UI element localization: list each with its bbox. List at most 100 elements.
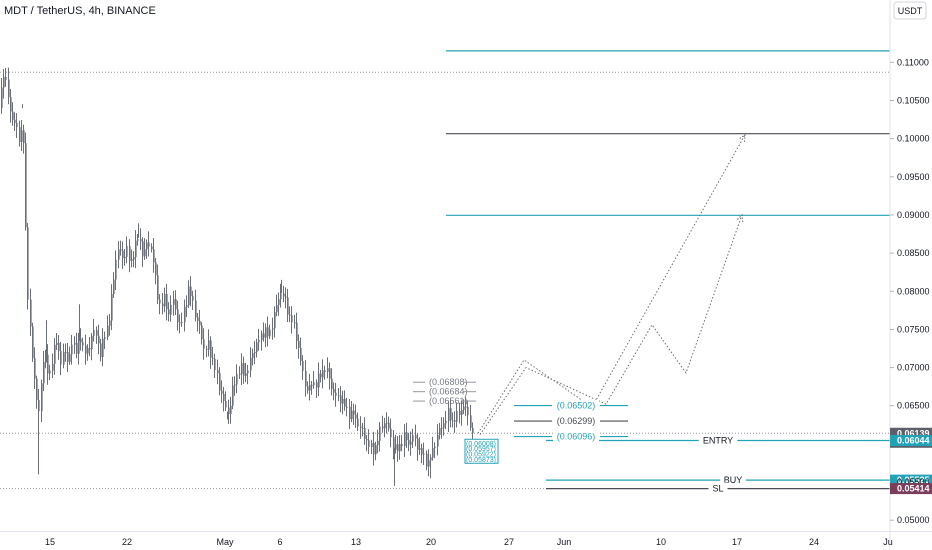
- level-label-bg: [720, 474, 746, 486]
- price-tick-label: 0.07500: [897, 324, 930, 334]
- candle-body: [256, 342, 258, 353]
- candle-body: [397, 444, 399, 452]
- candle-body: [201, 325, 203, 340]
- candle-body: [331, 378, 333, 389]
- candle-body: [307, 386, 309, 391]
- candle-body: [355, 414, 357, 419]
- candle-body: [175, 298, 177, 310]
- candle-body: [23, 130, 25, 144]
- candle-body: [415, 435, 417, 439]
- price-badges: 0.0613902:18:510.060440.055250.055000.05…: [890, 427, 932, 495]
- currency-label: USDT: [898, 6, 923, 16]
- candle-body: [60, 351, 62, 365]
- candle-body: [366, 439, 368, 441]
- candle-body: [305, 370, 307, 387]
- candle-body: [126, 246, 128, 257]
- candle-body: [276, 305, 278, 313]
- time-tick-label: 24: [809, 537, 819, 547]
- time-tick-label: 27: [504, 537, 514, 547]
- candle-body: [342, 398, 344, 404]
- candle-body: [258, 339, 260, 343]
- candle-body: [208, 340, 210, 350]
- currency-button-box[interactable]: [893, 1, 927, 20]
- fib-label-left: (0.06561): [429, 396, 468, 406]
- candle-body: [412, 435, 414, 442]
- candle-body: [452, 420, 454, 422]
- price-tick-label: 0.09000: [897, 210, 930, 220]
- projection-arrowhead: [736, 213, 744, 222]
- candle-body: [445, 420, 447, 424]
- price-badge-bg: [890, 483, 932, 495]
- candle-body: [195, 300, 197, 318]
- candle-body: [441, 427, 443, 429]
- level-label-sl: SL: [712, 484, 723, 494]
- time-tick-label: 17: [732, 537, 742, 547]
- candle-body: [410, 441, 412, 445]
- candle-body: [421, 448, 423, 455]
- candle-body: [16, 122, 18, 128]
- candle-body: [133, 257, 135, 260]
- candle-body: [311, 384, 313, 386]
- candle-body: [71, 344, 73, 355]
- candle-body: [129, 246, 131, 262]
- candle-body: [82, 342, 84, 346]
- candle-body: [261, 333, 263, 340]
- projection-paths[interactable]: [477, 133, 746, 436]
- candle-body: [87, 348, 89, 354]
- candle-body: [38, 399, 40, 412]
- candle-body: [76, 342, 78, 354]
- candle-body: [170, 304, 172, 315]
- candle-body: [291, 315, 293, 323]
- candle-body: [166, 293, 168, 310]
- candle-body: [52, 363, 54, 371]
- candle-body: [234, 384, 236, 386]
- candle-body: [316, 382, 318, 388]
- candle-body: [463, 406, 465, 410]
- candle-body: [41, 383, 43, 412]
- candle-body: [10, 97, 12, 112]
- fib-box-label: (0.06008): [466, 441, 496, 448]
- fib-label-mid: (0.06299): [557, 416, 596, 426]
- price-tick-label: 0.07000: [897, 363, 930, 373]
- candle-body: [417, 438, 419, 450]
- candle-body: [230, 405, 232, 415]
- candle-body: [58, 342, 60, 352]
- time-axis[interactable]: 15 22 May 6 13 20 27 Jun 10 17 24 Ju: [45, 537, 893, 547]
- candle-body: [159, 299, 161, 304]
- price-badge-label: 0.05414: [897, 484, 930, 494]
- candle-body: [333, 388, 335, 393]
- candle-body: [197, 317, 199, 321]
- candle-body: [102, 338, 104, 358]
- currency-button[interactable]: USDT: [893, 1, 927, 20]
- candle-body: [3, 76, 5, 88]
- price-badge-label: 0.06139: [897, 428, 930, 438]
- time-tick-label: 20: [426, 537, 436, 547]
- candle-body: [210, 340, 212, 358]
- level-label-bg: [708, 482, 728, 494]
- candle-body: [212, 357, 214, 359]
- projection-path[interactable]: [477, 134, 746, 434]
- candle-body: [322, 370, 324, 378]
- candle-body: [157, 275, 159, 300]
- candle-body: [434, 446, 436, 448]
- candle-body: [243, 363, 245, 376]
- candle-body: [419, 448, 421, 450]
- candle-body: [12, 111, 14, 120]
- candle-body: [470, 415, 472, 428]
- candle-body: [459, 410, 461, 416]
- candle-body: [382, 426, 384, 429]
- candle-body: [100, 343, 102, 358]
- candle-body: [313, 382, 315, 386]
- candle-body: [56, 342, 58, 345]
- candle-body: [373, 442, 375, 455]
- time-tick-label: 15: [45, 537, 55, 547]
- candle-body: [173, 298, 175, 305]
- candle-body: [247, 370, 249, 374]
- projection-path[interactable]: [479, 214, 743, 436]
- candle-body: [228, 407, 230, 415]
- candle-body: [408, 440, 410, 445]
- candle-body: [131, 259, 133, 262]
- candle-body: [461, 409, 463, 416]
